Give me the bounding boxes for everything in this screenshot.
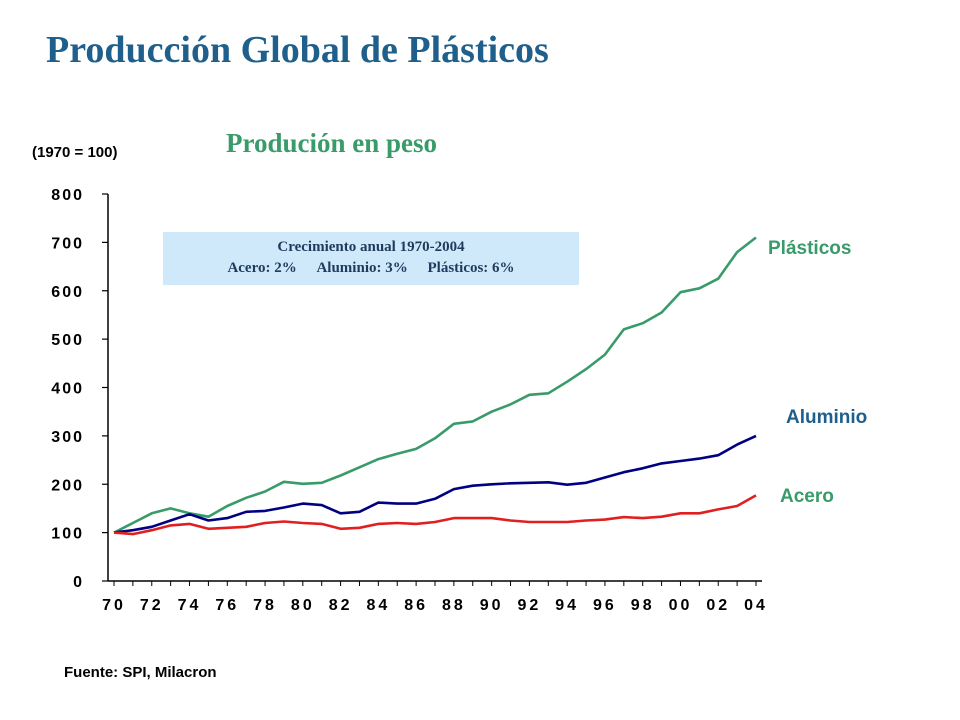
page-title: Producción Global de Plásticos: [46, 29, 549, 71]
series-label-aluminio: Aluminio: [786, 407, 867, 428]
x-tick-label: 72: [140, 597, 164, 614]
x-tick-label: 98: [631, 597, 655, 614]
growth-rate-plasticos: Plásticos: 6%: [427, 260, 515, 276]
growth-rate-acero: Acero: 2%: [227, 260, 297, 276]
x-tick-label: 92: [518, 597, 542, 614]
x-tick-label: 02: [706, 597, 730, 614]
series-labels: Plásticos Aluminio Acero: [768, 238, 867, 507]
x-tick-label: 86: [404, 597, 428, 614]
growth-box-rates: Acero: 2% Aluminio: 3% Plásticos: 6%: [163, 258, 579, 279]
series-line-acero: [113, 494, 757, 536]
chart-axes: 0 100 200 300 400 500 600 700 800 70 72 74 76 78 80 82 8…: [51, 187, 768, 614]
x-tick-label: 04: [744, 597, 768, 614]
growth-rate-aluminio: Aluminio: 3%: [316, 260, 408, 276]
growth-box-heading: Crecimiento anual 1970-2004: [277, 239, 465, 255]
series-label-acero: Acero: [780, 486, 834, 507]
y-tick-label: 700: [51, 235, 84, 252]
y-tick-label: 200: [51, 477, 84, 494]
y-tick-label: 300: [51, 429, 84, 446]
series-label-plasticos: Plásticos: [768, 238, 851, 259]
x-tick-label: 96: [593, 597, 617, 614]
x-tick-label: 76: [215, 597, 239, 614]
x-tick-label: 84: [366, 597, 390, 614]
y-tick-label: 800: [51, 187, 84, 204]
source-note: Fuente: SPI, Milacron: [64, 664, 217, 681]
series-line-aluminio: [113, 434, 757, 534]
x-tick-label: 94: [555, 597, 579, 614]
x-tick-label: 82: [329, 597, 353, 614]
y-tick-label: 0: [73, 574, 84, 591]
chart-series: [113, 236, 757, 536]
x-tick-label: 88: [442, 597, 466, 614]
x-tick-label: 78: [253, 597, 277, 614]
x-tick-label: 70: [102, 597, 126, 614]
series-line-plasticos: [113, 236, 757, 534]
chart-subtitle: Produción en peso: [226, 128, 438, 158]
y-tick-label: 100: [51, 526, 84, 543]
y-tick-label: 600: [51, 284, 84, 301]
x-tick-label: 80: [291, 597, 315, 614]
x-tick-label: 90: [480, 597, 504, 614]
base-year-note: (1970 = 100): [32, 144, 118, 161]
growth-rate-box: Crecimiento anual 1970-2004 Acero: 2% Al…: [163, 232, 579, 285]
y-tick-label: 400: [51, 381, 84, 398]
x-tick-label: 00: [669, 597, 693, 614]
x-tick-label: 74: [178, 597, 202, 614]
y-tick-label: 500: [51, 332, 84, 349]
